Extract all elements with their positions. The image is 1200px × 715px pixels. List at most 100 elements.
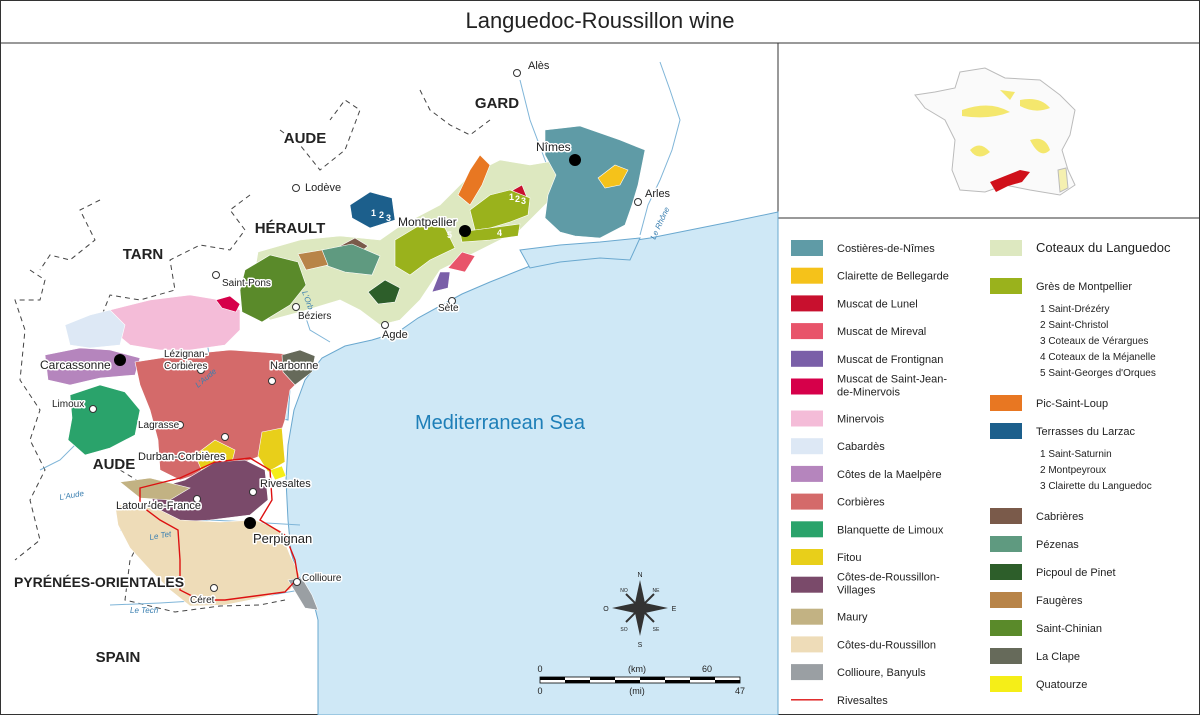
legend-swatch [791,465,823,482]
scale-segment [590,677,615,680]
border [14,269,46,561]
place-label: Céret [190,595,215,606]
legend-label: Côtes-de-Roussillon- [837,572,940,584]
place-label: Narbonne [270,360,318,372]
appellation-area [114,504,301,607]
legend-label: La Clape [1036,651,1080,663]
place-label: Montpellier [398,215,457,229]
scale-segment [715,680,740,683]
legend-sublabel: 2 Saint-Christol [1040,320,1108,331]
appellation-area [281,349,316,386]
title: Languedoc-Roussillon wine [465,8,734,33]
place-label: Lodève [305,182,341,194]
legend-sublabel: 1 Saint-Saturnin [1040,449,1112,460]
legend-swatch [791,636,823,653]
place-label: Rivesaltes [260,478,311,490]
legend-swatch [791,323,823,340]
compass-rose [625,593,655,623]
legend-sublabel: 4 Coteaux de la Méjanelle [1040,352,1156,363]
legend-swatch [990,592,1022,608]
city-marker [197,366,205,374]
city-marker [292,184,300,192]
place-label: HÉRAULT [255,220,326,237]
legend-sublabel: 1 Saint-Drézéry [1040,304,1109,315]
appellation-area [67,384,141,456]
appellation-area [239,254,307,323]
place-label: Saint-Pons [222,278,271,289]
area-number: 1 [509,192,514,202]
appellation-area [257,427,286,473]
place-label: Durban-Corbières [138,451,226,463]
place-label: Lézignan- [164,349,208,360]
city-marker [381,321,389,329]
legend-swatch [791,410,823,427]
legend-swatch [791,267,823,284]
legend-label: Coteaux du Languedoc [1036,240,1171,255]
border [119,469,286,613]
area-number: 2 [515,194,520,204]
city-marker [193,495,201,503]
place-label: GARD [475,95,519,112]
area-number: 2 [379,210,384,220]
place-label: Collioure [302,573,342,584]
area-number: 4 [497,228,502,238]
place-label: Béziers [298,311,331,322]
appellation-area [119,477,191,501]
legend-swatch [990,278,1022,294]
city-marker [268,377,276,385]
place-label: TARN [123,246,164,263]
legend-swatch [791,521,823,538]
area-number: 3 [521,196,526,206]
sea-label: Mediterranean Sea [415,412,586,434]
legend-label: Muscat de Mireval [837,326,926,338]
legend-label: Côtes de la Maelpère [837,469,942,481]
legend-label: Muscat de Lunel [837,298,918,310]
legend-swatch [791,350,823,367]
city-marker [244,517,256,529]
river-label: Le Tech [130,606,159,615]
river-label: Le Tet [149,529,173,542]
scale-label: (km) [628,664,646,674]
appellation-area [367,279,401,305]
place-label: AUDE [284,130,327,147]
legend-label: Clairette de Bellegarde [837,271,949,283]
appellation-area [215,295,241,313]
city-marker [114,354,126,366]
legend-swatch [791,438,823,455]
legend-label: Blanquette de Limoux [837,524,944,536]
city-marker [513,69,521,77]
appellation-area [394,224,456,276]
scale-label: 47 [735,686,745,696]
scale-segment [665,680,690,683]
legend-swatch [791,549,823,565]
compass-label: S [638,642,643,649]
map: Mediterranean Sea Alès GARD Nîmes Arles AUDE L… [13,59,779,715]
languedoc-highlight [990,170,1030,192]
place-label: Sète [438,303,459,314]
legend-label: Fitou [837,552,861,564]
legend-swatch [791,608,823,625]
compass-label: E [672,606,677,613]
legend-swatch [990,564,1022,580]
compass-label: SO [620,627,627,633]
legend-label: Collioure, Banyuls [837,667,926,679]
place-label: PYRÉNÉES-ORIENTALES [14,574,184,590]
appellation-area [459,223,521,243]
legend-swatch [990,508,1022,524]
scale-segment [615,680,640,683]
area-number: 1 [371,208,376,218]
lagoon [519,237,641,269]
scale-label: (mi) [629,686,645,696]
appellation-area [109,294,241,351]
border [99,194,251,321]
legend-swatch [791,493,823,510]
legend-label: Picpoul de Pinet [1036,567,1116,579]
wine-regions [962,90,1050,157]
legend-swatch [990,536,1022,552]
compass-label: NE [653,588,661,594]
place-label: SPAIN [96,649,141,666]
city-marker [212,271,220,279]
place-label: Arles [645,188,671,200]
legend-label: Cabardès [837,441,885,453]
